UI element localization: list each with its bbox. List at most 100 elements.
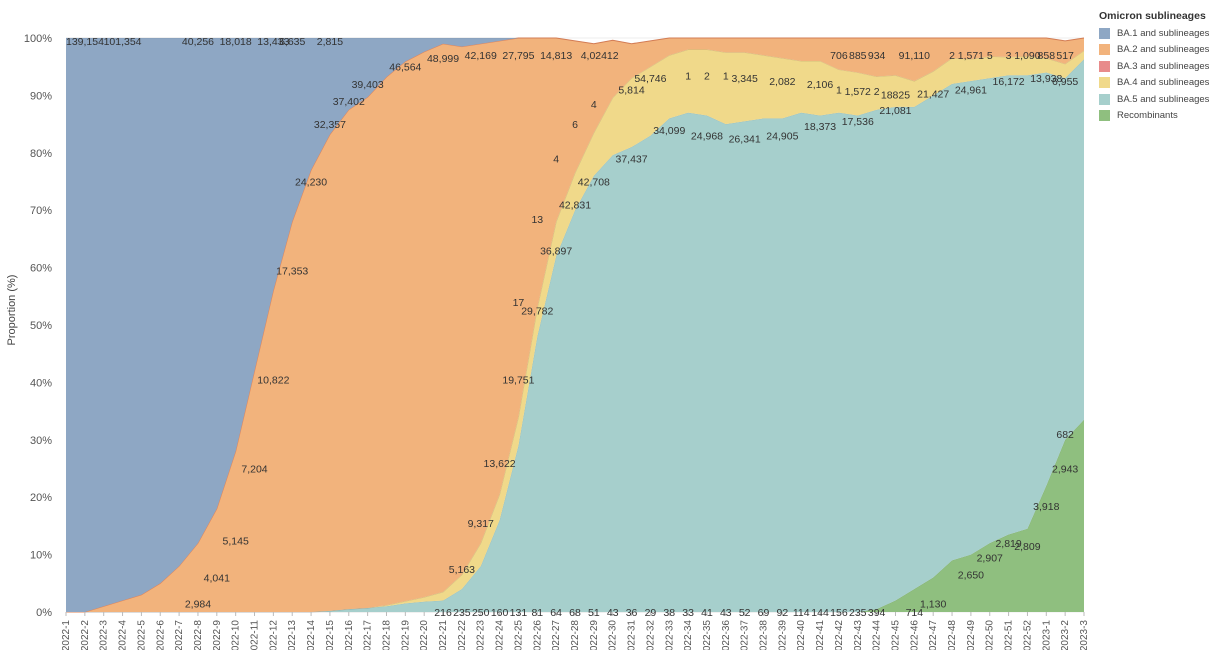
x-tick-label: 2022-41 [815, 620, 826, 650]
data-label: 29 [645, 607, 657, 619]
data-label: 37,437 [615, 154, 647, 166]
x-tick-label: 2022-28 [570, 620, 581, 650]
data-label: 38 [663, 607, 675, 619]
x-tick-label: 2022-42 [834, 620, 845, 650]
x-tick-label: 2022-43 [853, 620, 864, 650]
data-label: 1,090 [1014, 50, 1040, 62]
data-label: 3,918 [1033, 501, 1059, 513]
area-ba-2-and-sublineages [66, 38, 1084, 612]
y-axis-label: Proportion (%) [6, 275, 18, 346]
y-tick-label: 40% [30, 377, 52, 389]
data-label: 7,204 [241, 464, 267, 476]
data-label: 6,635 [279, 36, 305, 48]
x-tick-label: 2022-3 [99, 620, 110, 650]
data-label: 14,813 [540, 50, 572, 62]
data-label: 18,373 [804, 121, 836, 133]
legend-item[interactable]: BA.5 and sublineages [1099, 91, 1211, 108]
data-label: 2,815 [317, 36, 343, 48]
x-tick-label: 2022-13 [287, 620, 298, 650]
data-label: 18,018 [220, 36, 252, 48]
x-tick-label: 2022-1 [61, 620, 72, 650]
x-tick-label: 2022-36 [721, 620, 732, 650]
legend-item[interactable]: Recombinants [1099, 108, 1211, 125]
data-label: 1,130 [920, 598, 946, 610]
x-tick-label: 2022-46 [909, 620, 920, 650]
data-label: 2 [874, 86, 880, 98]
data-label: 13,622 [484, 458, 516, 470]
y-tick-label: 50% [30, 320, 52, 332]
legend-swatch [1099, 60, 1110, 72]
x-tick-label: 2022-20 [419, 620, 430, 650]
data-label: 2,819 [995, 538, 1021, 550]
data-label: 250 [472, 607, 490, 619]
x-tick-label: 2022-35 [702, 620, 713, 650]
data-label: 17,536 [842, 116, 874, 128]
data-label: 21,427 [917, 89, 949, 101]
x-tick-label: 2022-27 [551, 620, 562, 650]
data-label: 29,782 [521, 306, 553, 318]
legend-label: BA.1 and sublineages [1117, 27, 1210, 39]
data-label: 17,353 [276, 265, 308, 277]
data-label: 139,154 [66, 36, 104, 48]
x-tick-label: 2022-15 [325, 620, 336, 650]
data-label: 235 [453, 607, 471, 619]
data-label: 13,938 [1030, 73, 1062, 85]
data-label: 131 [510, 607, 528, 619]
y-tick-label: 60% [30, 263, 52, 275]
data-label: 2 [949, 50, 955, 62]
data-label: 24,961 [955, 85, 987, 97]
x-tick-label: 2022-24 [495, 620, 506, 650]
data-label: 26,341 [729, 133, 761, 145]
data-label: 13 [531, 214, 543, 226]
data-label: 1 [836, 85, 842, 97]
data-label: 885 [849, 50, 867, 62]
data-label: 2,082 [769, 76, 795, 88]
data-label: 16,172 [993, 76, 1025, 88]
data-label: 1,572 [845, 86, 871, 98]
data-label: 19,751 [502, 375, 534, 387]
data-label: 4 [591, 99, 597, 111]
x-tick-label: 2022-23 [476, 620, 487, 650]
x-tick-label: 2022-34 [683, 620, 694, 650]
x-tick-label: 2022-18 [381, 620, 392, 650]
x-tick-label: 2023-3 [1079, 620, 1090, 650]
data-label: 10,822 [257, 375, 289, 387]
x-tick-label: 2022-37 [740, 620, 751, 650]
legend-item[interactable]: BA.3 and sublineages [1099, 58, 1211, 75]
data-label: 34,099 [653, 125, 685, 137]
x-tick-label: 2022-8 [193, 620, 204, 650]
data-label: 17 [513, 297, 525, 309]
legend-swatch [1099, 77, 1110, 89]
data-label: 18825 [881, 89, 910, 101]
legend-item[interactable]: BA.1 and sublineages [1099, 25, 1211, 42]
data-label: 92 [777, 607, 789, 619]
legend-item[interactable]: BA.4 and sublineages [1099, 75, 1211, 92]
y-tick-label: 70% [30, 205, 52, 217]
data-label: 69 [758, 607, 770, 619]
data-label: 517 [1056, 50, 1074, 62]
y-tick-label: 20% [30, 492, 52, 504]
data-label: 42,831 [559, 199, 591, 211]
data-label: 32,357 [314, 119, 346, 131]
x-tick-label: 2022-45 [890, 620, 901, 650]
data-label: 3 [1006, 50, 1012, 62]
x-tick-label: 2022-22 [457, 620, 468, 650]
data-label: 12 [607, 50, 619, 62]
data-label: 91,110 [899, 50, 930, 62]
data-label: 37,402 [333, 96, 365, 108]
x-tick-label: 2022-21 [438, 620, 449, 650]
data-label: 101,354 [104, 36, 142, 48]
x-tick-label: 2022-16 [344, 620, 355, 650]
legend-item[interactable]: BA.2 and sublineages [1099, 42, 1211, 59]
data-label: 706 [830, 50, 848, 62]
legend-label: Recombinants [1117, 110, 1178, 122]
data-label: 2,984 [185, 598, 211, 610]
data-label: 41 [701, 607, 713, 619]
x-tick-label: 2022-25 [513, 620, 524, 650]
data-label: 24,230 [295, 177, 327, 189]
data-label: 934 [868, 50, 886, 62]
y-tick-label: 30% [30, 435, 52, 447]
x-tick-label: 2022-9 [212, 620, 223, 650]
